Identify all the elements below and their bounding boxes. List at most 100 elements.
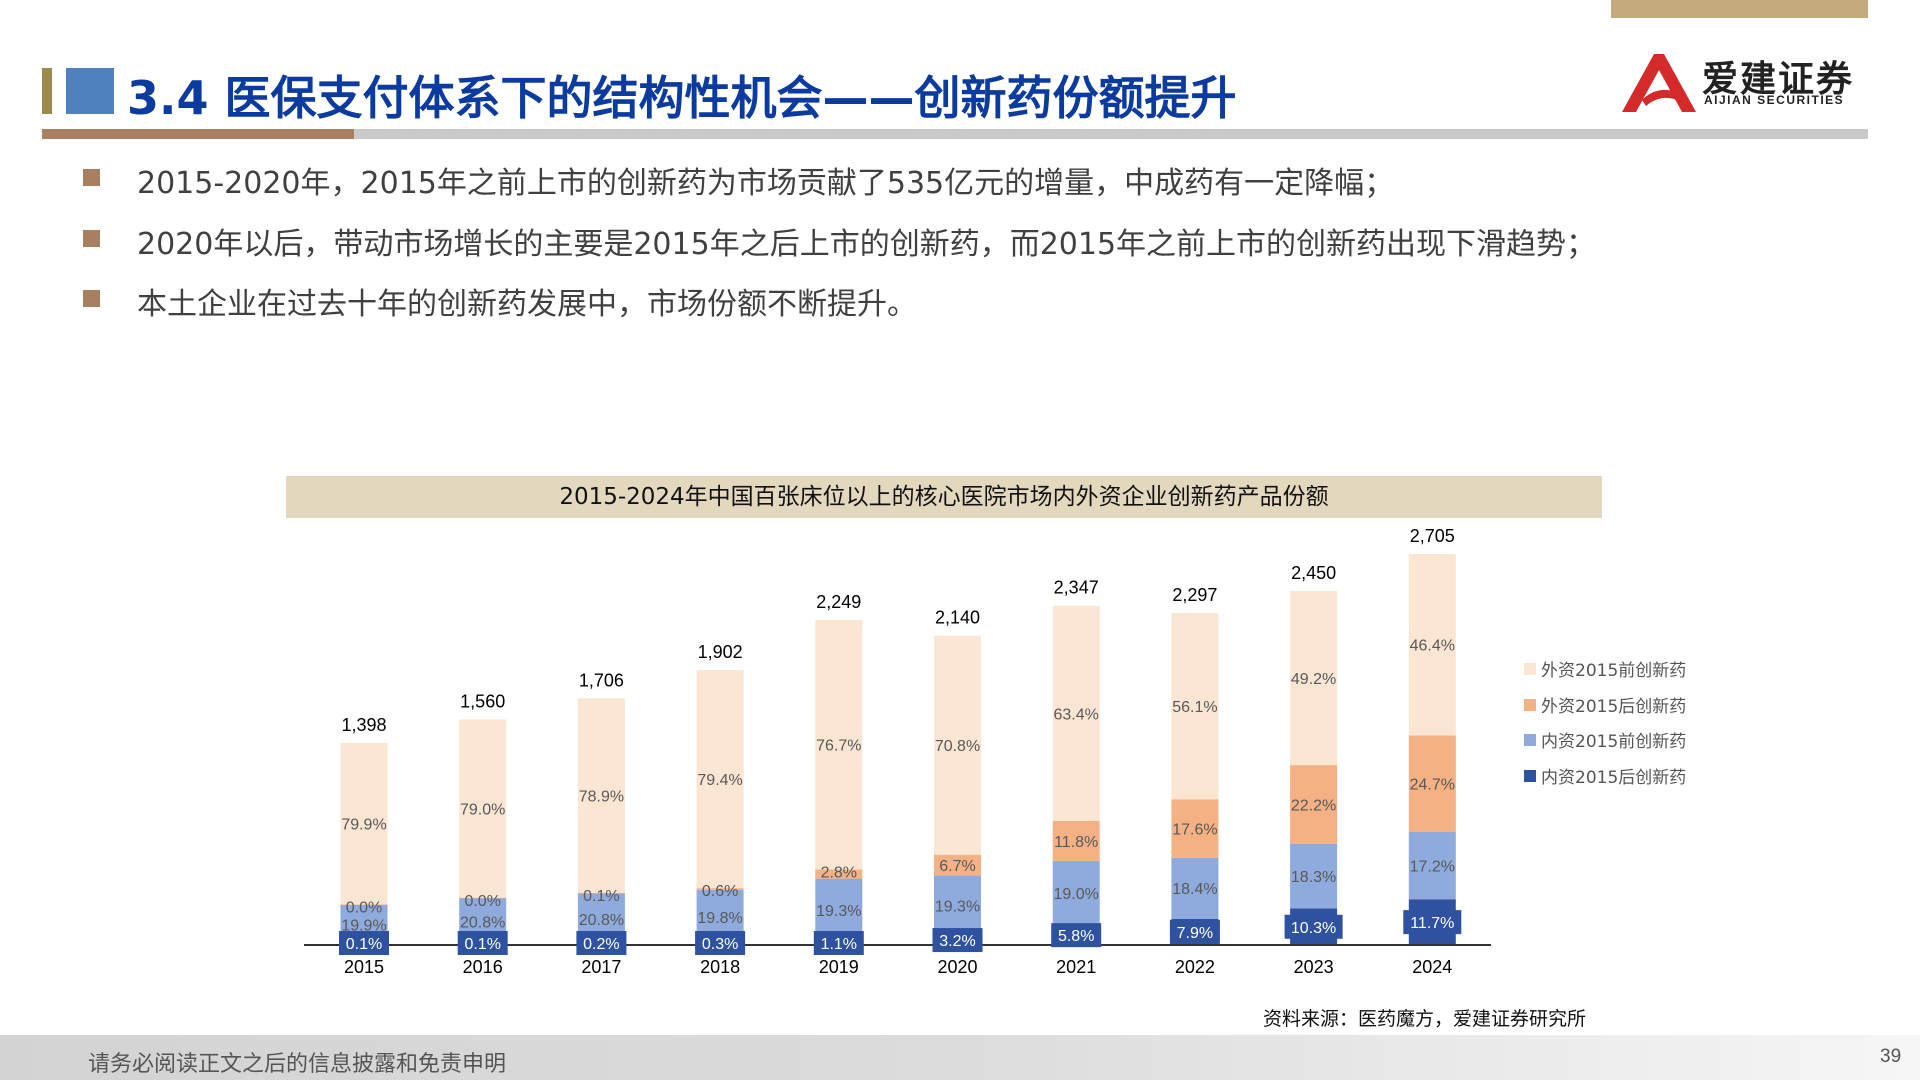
chart-title-band — [286, 476, 1602, 518]
bullet-text: 2020年以后，带动市场增长的主要是2015年之后上市的创新药，而2015年之前… — [137, 227, 1597, 262]
title-divider-brown — [42, 129, 354, 139]
total-label: 2,249 — [816, 592, 861, 612]
bullet-text: 本土企业在过去十年的创新药发展中，市场份额不断提升。 — [137, 287, 917, 322]
data-label-box — [576, 931, 627, 955]
total-label: 2,347 — [1054, 578, 1099, 598]
bar-segment — [934, 854, 981, 876]
data-label: 5.8% — [1058, 928, 1094, 945]
data-label: 79.9% — [341, 817, 386, 834]
bar-segment — [1052, 605, 1100, 821]
total-label: 1,902 — [698, 642, 743, 662]
data-label-box — [695, 931, 746, 955]
data-label: 19.9% — [341, 918, 386, 935]
legend-swatch — [1524, 769, 1536, 782]
footer-band — [0, 1035, 1920, 1080]
data-label-box — [457, 931, 508, 955]
aijian-logo-icon — [1622, 54, 1696, 112]
source-note: 资料来源：医药魔方，爱建证券研究所 — [1262, 1008, 1586, 1030]
data-label: 20.8% — [579, 912, 624, 929]
total-label: 2,705 — [1410, 526, 1455, 546]
data-label: 17.2% — [1410, 859, 1455, 876]
data-label: 2.8% — [821, 865, 857, 882]
data-label: 11.8% — [1054, 834, 1098, 851]
data-label: 0.1% — [464, 936, 500, 953]
data-label: 17.6% — [1172, 821, 1217, 838]
page-number: 39 — [1880, 1046, 1902, 1067]
x-tick-label: 2019 — [819, 957, 859, 977]
legend-item: 外资2015后创新药 — [1524, 692, 1686, 717]
bar-segment — [1290, 843, 1338, 909]
data-label: 78.9% — [579, 789, 624, 806]
total-label: 1,560 — [460, 692, 505, 712]
total-label: 1,398 — [341, 715, 386, 735]
bar-segment — [1171, 799, 1219, 858]
legend-label: 外资2015后创新药 — [1541, 697, 1687, 717]
legend-label: 内资2015前创新药 — [1541, 732, 1687, 752]
bullet-marker — [83, 230, 100, 247]
bar-segment — [1290, 590, 1338, 766]
data-label: 0.1% — [346, 936, 382, 953]
data-label-box — [1169, 919, 1220, 944]
bullet-marker — [83, 290, 100, 307]
bar-segment — [696, 670, 744, 889]
x-tick-label: 2024 — [1412, 957, 1452, 977]
x-tick-label: 2015 — [344, 957, 384, 977]
data-label: 18.4% — [1172, 881, 1217, 898]
data-label-box — [1051, 923, 1102, 948]
stacked-bar-chart: 1,398 2015 1,560 2016 1,706 2017 1,902 2018 2,24… — [304, 526, 1491, 977]
title-accent-blue — [66, 68, 114, 114]
legend-label: 内资2015后创新药 — [1541, 768, 1687, 788]
data-label-box — [339, 931, 389, 955]
x-tick-label: 2023 — [1294, 957, 1334, 977]
data-label: 19.0% — [1054, 886, 1099, 903]
page-title: 3.4 医保支付体系下的结构性机会——创新药份额提升 — [127, 71, 1237, 125]
x-tick-label: 2016 — [463, 957, 503, 977]
bar-segment — [934, 875, 981, 936]
bar-segment — [815, 878, 863, 942]
data-label: 18.3% — [1291, 869, 1336, 886]
bar-segment — [459, 897, 507, 899]
data-label: 0.0% — [346, 900, 382, 917]
data-label: 19.3% — [816, 903, 861, 920]
bar-segment — [1408, 554, 1456, 736]
data-label: 0.1% — [583, 888, 619, 905]
bar-segment — [340, 904, 388, 906]
data-label: 7.9% — [1177, 925, 1213, 942]
bar-segment — [1171, 857, 1219, 919]
legend-item: 外资2015前创新药 — [1524, 656, 1686, 681]
logo-text-cn: 爱建证券 — [1702, 59, 1855, 100]
x-tick-label: 2020 — [937, 957, 977, 977]
total-label: 2,297 — [1172, 585, 1217, 605]
legend-label: 外资2015前创新药 — [1541, 661, 1687, 681]
total-label: 2,140 — [935, 608, 980, 628]
top-accent-bar — [1611, 0, 1868, 18]
data-label: 63.4% — [1054, 706, 1099, 723]
bar-segment — [1171, 612, 1219, 800]
legend-swatch — [1524, 698, 1536, 711]
title-accent-olive — [42, 68, 52, 114]
x-tick-label: 2018 — [700, 957, 740, 977]
data-label: 79.4% — [697, 772, 742, 789]
data-label-box — [932, 928, 983, 953]
data-label: 49.2% — [1291, 671, 1336, 688]
bar-segment — [934, 635, 981, 855]
legend-swatch — [1524, 733, 1536, 746]
data-label: 46.4% — [1410, 638, 1455, 655]
total-label: 1,706 — [579, 670, 624, 690]
x-tick-label: 2022 — [1175, 957, 1215, 977]
data-label: 0.2% — [583, 936, 619, 953]
data-label: 22.2% — [1291, 797, 1336, 814]
bar-segment — [815, 869, 863, 879]
bar-segment — [1052, 860, 1100, 926]
bar-segment — [815, 619, 863, 870]
data-label: 19.3% — [935, 898, 980, 915]
data-label-box — [813, 931, 864, 955]
logo-text-en: AIJIAN SECURITIES — [1704, 93, 1845, 107]
bar-segment — [459, 719, 507, 898]
bar-segment — [1052, 820, 1100, 861]
bullet-text: 2015-2020年，2015年之前上市的创新药为市场贡献了535亿元的增量，中… — [137, 166, 1395, 201]
data-label: 1.1% — [821, 936, 857, 953]
bar-segment — [577, 698, 625, 893]
data-label: 76.7% — [816, 738, 861, 755]
data-label: 70.8% — [935, 738, 980, 755]
